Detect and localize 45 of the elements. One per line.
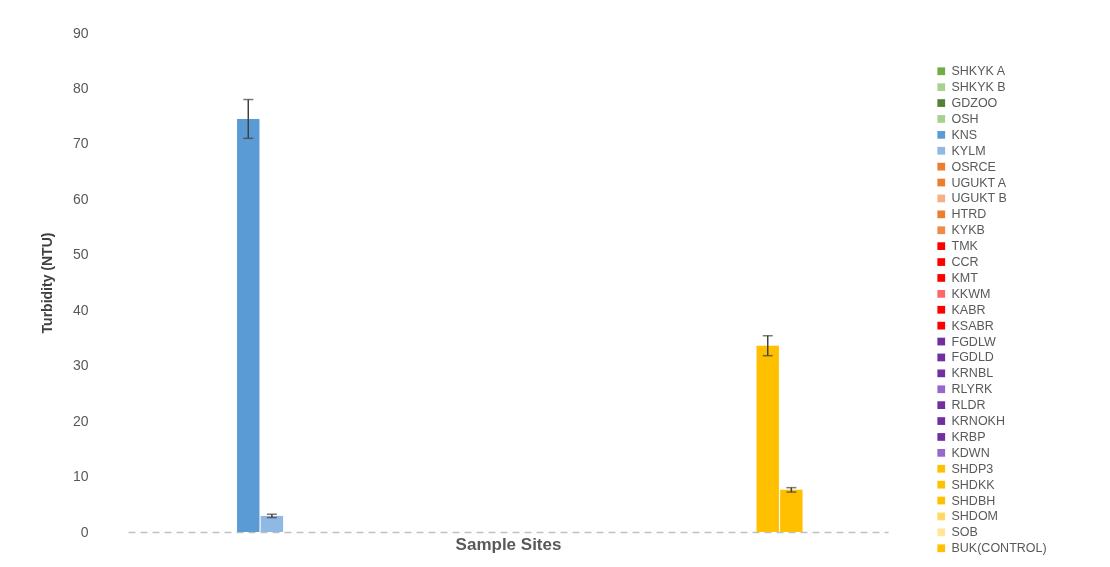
x-axis-title: Sample Sites — [455, 534, 562, 554]
bar — [237, 118, 260, 532]
y-tick-label: 10 — [72, 468, 89, 485]
y-tick-label: 80 — [72, 79, 89, 96]
y-tick-label: 50 — [72, 246, 89, 263]
legend-label: KNS — [951, 127, 978, 142]
legend-label: CCR — [951, 255, 979, 270]
legend-label: SHDKK — [951, 477, 996, 492]
y-tick-label: 90 — [72, 24, 89, 41]
legend-label: KABR — [951, 302, 986, 317]
legend-label: SHKYK A — [951, 64, 1006, 79]
legend-label: OSRCE — [951, 159, 996, 174]
legend-label: RLYRK — [951, 382, 993, 397]
legend-label: KSABR — [951, 318, 994, 333]
legend-label: KKWM — [951, 286, 991, 301]
legend-label: KMT — [951, 270, 979, 285]
legend-label: SHDP3 — [951, 461, 994, 476]
legend-label: UGUKT A — [951, 175, 1007, 190]
y-tick-label: 30 — [72, 357, 89, 374]
y-tick-label: 0 — [80, 523, 89, 540]
legend-label: KYKB — [951, 223, 985, 238]
legend-label: SHDOM — [951, 509, 999, 524]
legend-label: KYLM — [951, 143, 986, 158]
legend-label: OSH — [951, 111, 979, 126]
legend-label: KRNOKH — [951, 414, 1005, 429]
legend-label: FGDLW — [951, 334, 996, 349]
y-axis-title: Turbidity (NTU) — [38, 232, 55, 334]
y-tick-label: 70 — [72, 135, 89, 152]
legend-label: HTRD — [951, 207, 987, 222]
legend-label: KRNBL — [951, 366, 994, 381]
legend-label: UGUKT B — [951, 191, 1007, 206]
legend-label: SHKYK B — [951, 80, 1006, 95]
legend-label: RLDR — [951, 398, 986, 413]
legend-label: KRBP — [951, 429, 986, 444]
y-tick-label: 20 — [72, 412, 89, 429]
legend-label: BUK(CONTROL) — [951, 541, 1047, 556]
legend-label: FGDLD — [951, 350, 994, 365]
y-tick-label: 60 — [72, 190, 89, 207]
legend-label: TMK — [951, 239, 979, 254]
legend-label: KDWN — [951, 445, 990, 460]
legend-label: SOB — [951, 525, 978, 540]
bar — [260, 515, 284, 532]
legend-label: GDZOO — [951, 96, 998, 111]
y-tick-label: 40 — [72, 301, 89, 318]
legend-label: SHDBH — [951, 493, 996, 508]
